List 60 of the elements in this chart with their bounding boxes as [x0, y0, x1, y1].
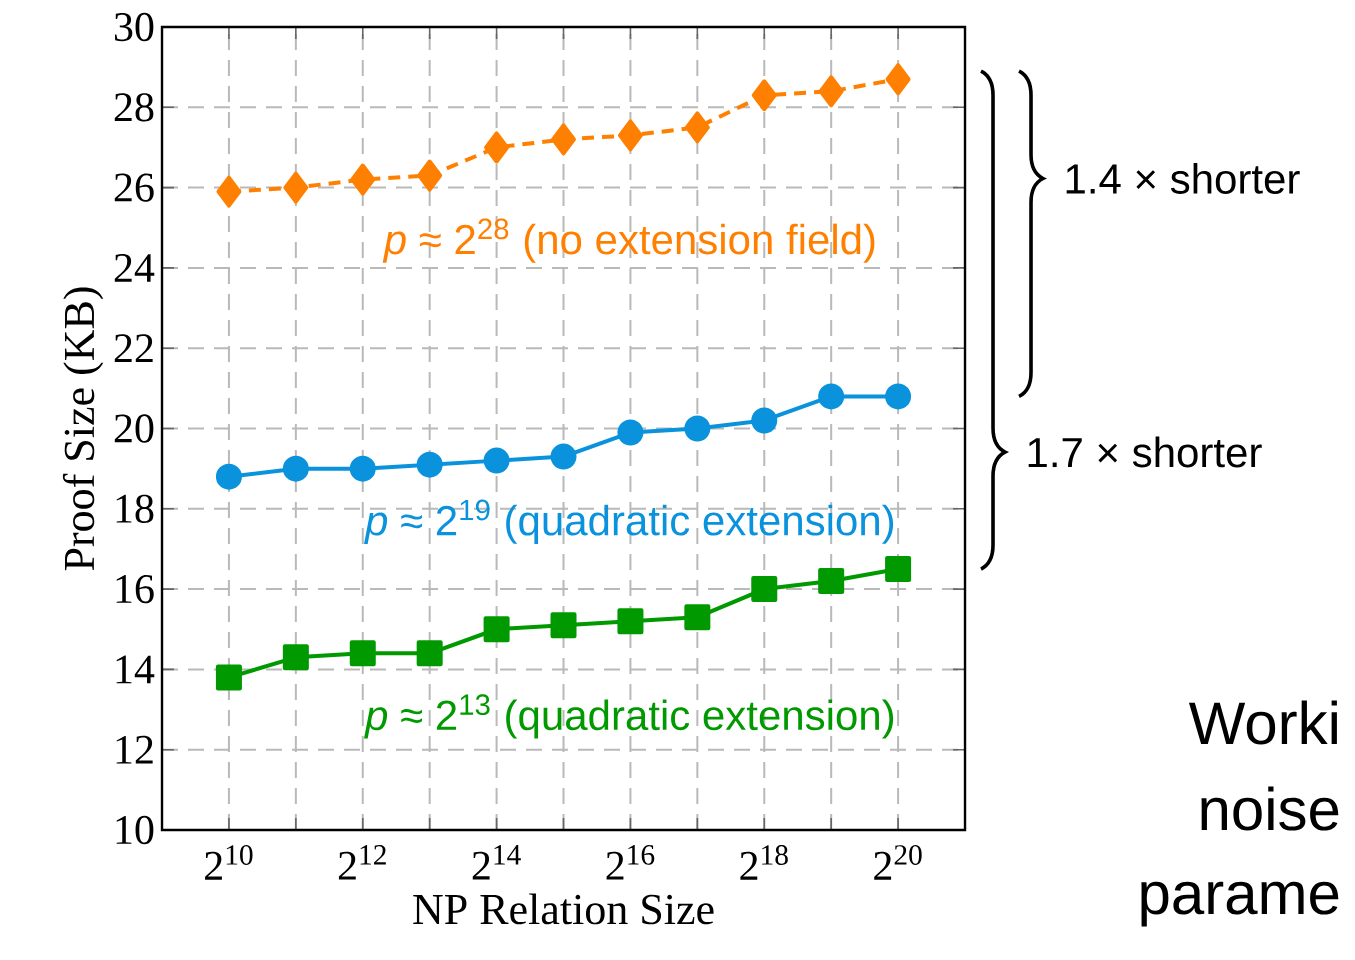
series-label: p ≈ 2$^{13}$ (quadratic extension)	[364, 694, 894, 739]
point	[617, 608, 644, 635]
point	[885, 383, 912, 410]
point	[349, 455, 376, 482]
point	[416, 451, 443, 478]
point	[751, 576, 778, 603]
point	[483, 447, 510, 474]
x-tick-label: 2$^{16}$	[606, 845, 655, 880]
point	[885, 63, 911, 96]
y-tick-label: 22	[114, 334, 153, 363]
x-tick-label: 2$^{10}$	[205, 845, 253, 880]
y-tick-label: 14	[116, 655, 155, 684]
y-tick-label: 16	[116, 574, 154, 604]
point	[818, 75, 844, 108]
point	[617, 419, 644, 446]
point	[818, 568, 845, 595]
text: 1.4 × shorter	[1066, 163, 1300, 194]
point	[550, 612, 577, 639]
point	[283, 171, 309, 204]
point	[550, 443, 577, 470]
point	[551, 123, 577, 156]
y-tick-label: 28	[114, 93, 154, 122]
x-tick-label: 2$^{18}$	[740, 845, 788, 880]
x-tick-label: 2$^{12}$	[338, 845, 386, 880]
text: 1.7 × shorter	[1028, 436, 1262, 468]
point	[216, 175, 242, 208]
x-axis-title: NP Relation Size	[413, 893, 714, 925]
text: parame	[1141, 881, 1339, 927]
y-axis-title: Proof Size (KB)	[62, 287, 104, 571]
point	[818, 383, 845, 410]
point	[484, 131, 510, 164]
point	[349, 640, 376, 667]
x-tick-label: 2$^{14}$	[472, 845, 521, 880]
point	[684, 604, 711, 631]
y-tick-label: 26	[114, 173, 154, 202]
point	[751, 407, 778, 434]
text: noise	[1201, 786, 1339, 831]
point	[350, 163, 376, 196]
y-tick-label: 10	[116, 815, 154, 845]
x-tick-label: 2$^{20}$	[874, 845, 922, 880]
point	[215, 664, 242, 691]
text: Worki	[1188, 700, 1337, 745]
point	[684, 111, 710, 144]
y-tick-label: 24	[114, 253, 155, 282]
point	[885, 556, 912, 583]
point	[215, 463, 242, 490]
series-label: p ≈ 2$^{19}$ (quadratic extension)	[364, 499, 894, 544]
point	[417, 159, 443, 192]
y-tick-label: 20	[114, 414, 154, 443]
y-tick-label: 30	[114, 12, 154, 42]
point	[416, 640, 443, 667]
y-tick-label: 18	[116, 494, 154, 523]
y-tick-label: 12	[116, 735, 153, 764]
point	[751, 79, 777, 112]
point	[282, 455, 309, 482]
point	[282, 644, 309, 671]
point	[684, 415, 711, 442]
series-label: p ≈ 2$^{28}$ (no extension field)	[382, 218, 875, 263]
point	[617, 119, 643, 152]
point	[483, 616, 510, 643]
